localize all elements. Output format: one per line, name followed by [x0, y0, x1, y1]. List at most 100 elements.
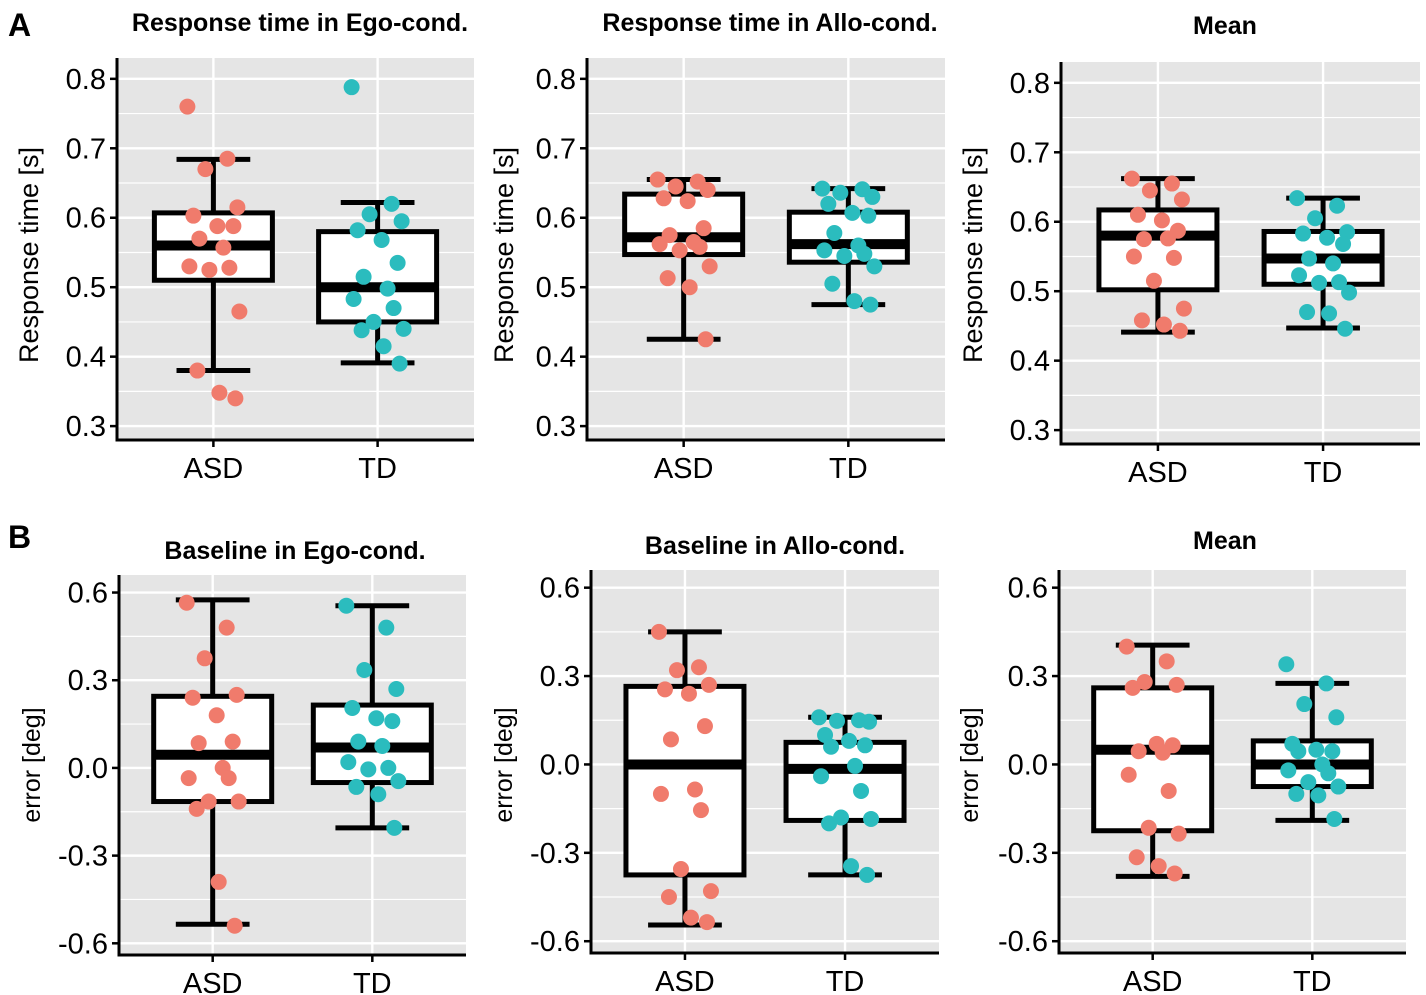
- data-point-td: [866, 258, 883, 275]
- data-point-asd: [179, 98, 196, 115]
- y-tick-label: 0.6: [66, 203, 106, 235]
- data-point-asd: [672, 861, 689, 878]
- data-point-td: [370, 786, 387, 803]
- data-point-asd: [1124, 679, 1141, 696]
- data-point-asd: [652, 785, 669, 802]
- data-point-td: [385, 300, 402, 317]
- y-tick-label: 0.7: [536, 133, 576, 165]
- data-point-asd: [228, 686, 245, 703]
- data-point-td: [373, 231, 390, 248]
- data-point-td: [1289, 190, 1306, 207]
- data-point-td: [391, 355, 408, 372]
- x-tick-label-asd: ASD: [654, 453, 714, 485]
- y-tick-label: 0.0: [1008, 749, 1048, 781]
- y-tick-label: 0.4: [1010, 346, 1050, 378]
- data-point-td: [1325, 255, 1342, 272]
- y-tick-label: 0.7: [1010, 137, 1050, 169]
- data-point-td: [368, 710, 385, 727]
- y-axis-label: Response time [s]: [489, 147, 519, 363]
- data-point-asd: [208, 707, 225, 724]
- data-point-asd: [1170, 825, 1187, 842]
- box-td: [783, 739, 907, 823]
- data-point-asd: [188, 800, 205, 817]
- y-tick-label: -0.3: [58, 841, 108, 873]
- y-axis-label: Response time [s]: [14, 147, 44, 363]
- data-point-asd: [656, 681, 673, 698]
- y-tick-label: 0.6: [68, 578, 108, 610]
- data-point-asd: [650, 623, 667, 640]
- y-axis-label: error [deg]: [18, 707, 46, 822]
- data-point-asd: [229, 199, 246, 216]
- data-point-td: [1291, 267, 1308, 284]
- data-point-asd: [662, 731, 679, 748]
- data-point-td: [1278, 656, 1295, 673]
- data-point-td: [356, 662, 373, 678]
- data-point-asd: [190, 735, 207, 752]
- data-point-td: [1290, 743, 1307, 760]
- data-point-td: [841, 732, 858, 749]
- data-point-td: [344, 700, 361, 716]
- data-point-td: [1308, 741, 1325, 758]
- chart-response-time-ego: 0.3 0.4 0.5 0.6 0.7 0.8 ASD TD Response time in …: [14, 9, 474, 485]
- data-point-td: [338, 597, 355, 614]
- data-point-asd: [686, 781, 703, 798]
- data-point-td: [340, 754, 357, 771]
- box-asd: [623, 683, 747, 878]
- data-point-asd: [219, 150, 236, 167]
- x-tick-label-td: TD: [826, 966, 865, 995]
- chart-title: Baseline in Ego-cond.: [164, 537, 425, 565]
- data-point-td: [811, 709, 828, 726]
- data-point-asd: [1155, 316, 1172, 333]
- data-point-td: [832, 184, 849, 201]
- data-point-asd: [225, 218, 242, 235]
- x-tick-label-td: TD: [829, 453, 868, 485]
- data-point-asd: [226, 917, 243, 934]
- data-point-td: [1307, 210, 1324, 227]
- data-point-td: [389, 254, 406, 271]
- data-point-td: [863, 810, 880, 827]
- data-point-td: [1288, 785, 1305, 802]
- y-tick-label: 0.6: [1008, 573, 1048, 605]
- chart-response-time-mean: 0.3 0.4 0.5 0.6 0.7 0.8 ASD TD Mean Response time…: [958, 12, 1420, 489]
- data-point-asd: [1125, 248, 1142, 265]
- data-point-asd: [1133, 312, 1150, 329]
- data-point-td: [824, 275, 841, 292]
- data-point-asd: [180, 770, 197, 787]
- data-point-td: [1311, 274, 1328, 291]
- data-point-asd: [1154, 744, 1171, 761]
- data-point-td: [383, 195, 400, 212]
- data-point-td: [1326, 810, 1343, 827]
- data-point-td: [1341, 284, 1358, 301]
- data-point-asd: [231, 303, 248, 320]
- data-point-td: [813, 768, 830, 785]
- data-point-asd: [215, 239, 232, 256]
- data-point-td: [1310, 787, 1327, 804]
- data-point-asd: [1173, 191, 1190, 208]
- data-point-td: [1321, 305, 1338, 322]
- data-point-asd: [178, 594, 195, 611]
- data-point-asd: [680, 685, 697, 702]
- y-tick-label: 0.5: [66, 272, 106, 304]
- data-point-td: [390, 773, 407, 790]
- data-point-td: [378, 619, 395, 636]
- data-point-asd: [209, 218, 226, 235]
- y-tick-label: 0.6: [536, 203, 576, 235]
- data-point-td: [380, 759, 397, 776]
- y-tick-label: 0.3: [68, 665, 108, 697]
- y-tick-label: 0.6: [1010, 207, 1050, 239]
- data-point-td: [349, 222, 366, 239]
- data-point-asd: [230, 793, 247, 810]
- data-point-td: [1301, 250, 1318, 267]
- y-tick-label: 0.3: [1008, 661, 1048, 693]
- data-point-asd: [210, 873, 227, 890]
- data-point-asd: [681, 279, 698, 296]
- data-point-asd: [1160, 782, 1177, 799]
- data-point-asd: [181, 258, 198, 275]
- data-point-td: [360, 761, 377, 778]
- data-point-td: [826, 225, 843, 242]
- x-tick-label-asd: ASD: [183, 968, 243, 995]
- y-tick-label: 0.3: [540, 661, 580, 693]
- data-point-asd: [218, 619, 235, 636]
- y-tick-label: -0.3: [530, 838, 580, 870]
